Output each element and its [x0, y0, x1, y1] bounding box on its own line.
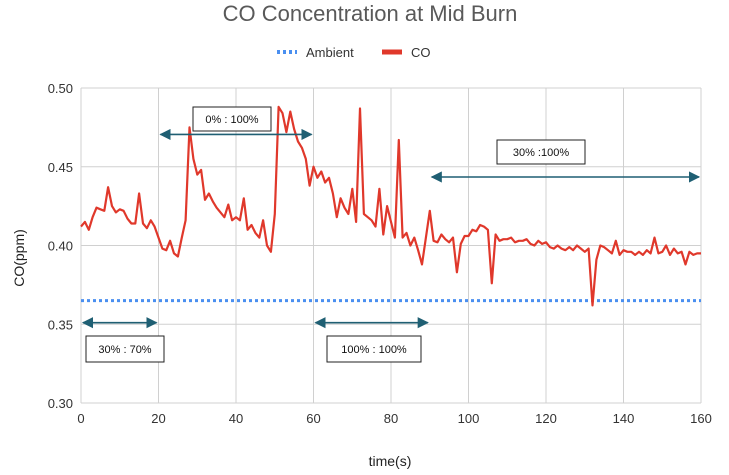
annotation-box	[496, 139, 586, 165]
x-tick-label: 0	[77, 411, 84, 426]
y-tick-label: 0.50	[48, 81, 73, 96]
x-tick-label: 120	[535, 411, 557, 426]
annotation-label: 0% : 100%	[205, 114, 258, 126]
annotation-box	[85, 335, 165, 363]
y-axis-label: CO(ppm)	[11, 229, 27, 287]
x-tick-label: 100	[458, 411, 480, 426]
legend-co-label: CO	[411, 45, 431, 60]
x-tick-label: 60	[306, 411, 320, 426]
annotation-label: 30% : 70%	[98, 344, 151, 356]
annotation-label: 100% : 100%	[341, 344, 407, 356]
x-tick-label: 160	[690, 411, 712, 426]
annotation-box	[192, 106, 272, 132]
chart-title: CO Concentration at Mid Burn	[223, 1, 518, 26]
annotation-box	[326, 335, 422, 363]
series	[80, 105, 701, 307]
x-tick-label: 20	[151, 411, 165, 426]
y-tick-label: 0.30	[48, 396, 73, 411]
annotations: 30% : 70% 0% : 100% 100% : 100% 30% :100%	[81, 106, 701, 363]
annotation-label: 30% :100%	[513, 147, 569, 159]
co-series-line	[80, 105, 701, 307]
x-tick-label: 40	[229, 411, 243, 426]
y-tick-label: 0.40	[48, 239, 73, 254]
legend-ambient-label: Ambient	[306, 45, 354, 60]
legend: Ambient CO	[277, 45, 431, 60]
x-tick-label: 80	[384, 411, 398, 426]
y-tick-label: 0.35	[48, 317, 73, 332]
axis-ticks: 0 20 40 60 80 100 120 140 160 0.30 0.35 0.40 0.45 0.5…	[48, 81, 712, 426]
y-tick-label: 0.45	[48, 160, 73, 175]
x-axis-label: time(s)	[369, 453, 412, 469]
x-tick-label: 140	[613, 411, 635, 426]
grid	[80, 87, 702, 404]
